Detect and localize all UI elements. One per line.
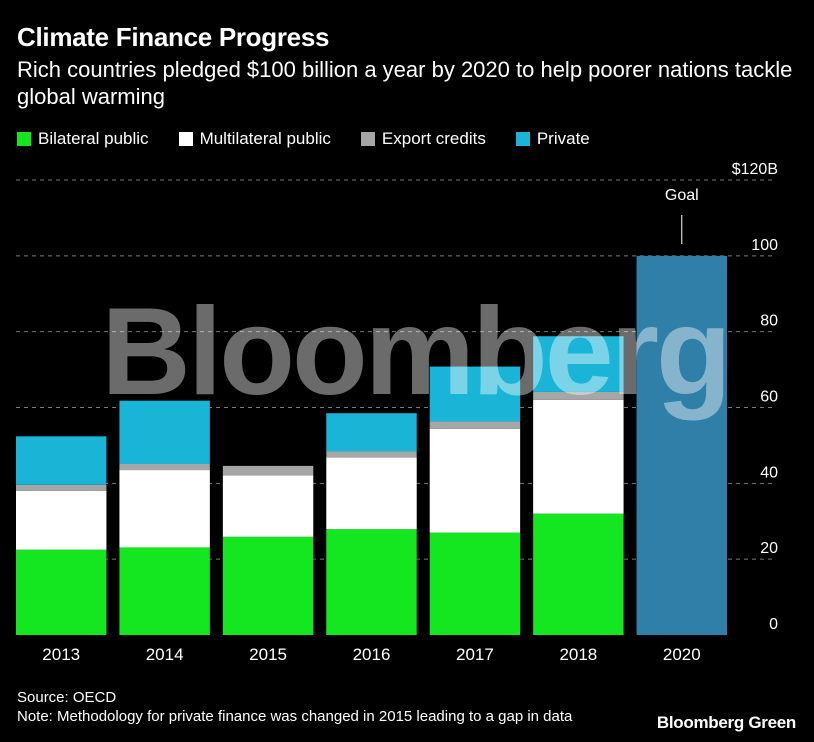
legend-label-bilateral: Bilateral public: [38, 129, 149, 148]
legend-swatch-export-credits: [360, 132, 375, 146]
bar-segment-private-2016: [326, 413, 417, 452]
x-tick-label: 2014: [146, 645, 184, 664]
bar-segment-private-2017: [429, 366, 521, 422]
x-tick-label: 2015: [249, 645, 287, 664]
legend: Bilateral public Multilateral public Exp…: [17, 129, 620, 149]
bar-segment-bilateral-public-2018: [533, 513, 624, 635]
footer-notes: Source: OECD Note: Methodology for priva…: [17, 688, 572, 726]
source-note: Source: OECD: [17, 689, 117, 706]
legend-item-private: Private: [515, 129, 590, 149]
bar-segment-export-credits-2014: [119, 463, 210, 471]
x-tick-label: 2020: [663, 645, 701, 664]
legend-label-export-credits: Export credits: [381, 129, 486, 148]
bar-segment-bilateral-public-2017: [429, 532, 521, 635]
x-tick-label: 2018: [559, 645, 597, 664]
legend-swatch-multilateral: [178, 132, 193, 146]
bar-segment-bilateral-public-2013: [16, 549, 107, 635]
bar-segment-export-credits-2013: [16, 484, 107, 491]
x-tick-label: 2016: [353, 645, 391, 664]
bar-segment-export-credits-2016: [326, 451, 417, 458]
legend-swatch-private: [515, 132, 530, 146]
bar-segment-bilateral-public-2014: [119, 547, 210, 635]
bar-segment-bilateral-public-2016: [326, 529, 417, 635]
y-tick-label: 20: [760, 540, 778, 557]
bar-segment-multilateral-public-2018: [533, 399, 624, 514]
bar-segment-export-credits-2018: [533, 391, 624, 400]
y-tick-label: 80: [760, 313, 778, 330]
bar-segment-private-2014: [119, 400, 210, 464]
x-tick-label: 2013: [42, 645, 80, 664]
legend-label-private: Private: [536, 129, 590, 148]
bar-segment-multilateral-public-2015: [222, 475, 314, 537]
y-tick-label: 100: [751, 237, 778, 254]
goal-bar-2020: [636, 255, 727, 636]
legend-label-multilateral: Multilateral public: [199, 129, 331, 148]
bar-segment-bilateral-public-2015: [222, 536, 314, 635]
bloomberg-watermark: Bloomberg: [101, 283, 728, 421]
bar-segment-export-credits-2017: [429, 421, 521, 429]
bar-segment-multilateral-public-2017: [429, 428, 521, 533]
bar-segment-multilateral-public-2013: [16, 490, 107, 550]
y-tick-label: 60: [760, 389, 778, 406]
y-tick-label: 0: [769, 616, 778, 633]
x-tick-label: 2017: [456, 645, 494, 664]
legend-item-export-credits: Export credits: [360, 129, 486, 149]
bar-segment-multilateral-public-2014: [119, 470, 210, 548]
legend-swatch-bilateral: [17, 132, 31, 146]
legend-item-multilateral: Multilateral public: [178, 129, 331, 149]
chart-title: Climate Finance Progress: [17, 22, 330, 52]
goal-annotation-label: Goal: [665, 187, 699, 204]
bar-segment-multilateral-public-2016: [326, 457, 417, 530]
chart-subtitle: Rich countries pledged $100 billion a ye…: [17, 57, 793, 109]
bar-segment-private-2013: [16, 436, 107, 485]
bloomberg-green-logo: Bloomberg Green: [656, 713, 796, 732]
methodology-note: Note: Methodology for private finance wa…: [17, 708, 573, 725]
y-tick-label: $120B: [732, 161, 778, 178]
bar-segment-export-credits-2015: [222, 465, 314, 476]
legend-item-bilateral: Bilateral public: [17, 129, 149, 149]
bar-segment-private-2018: [533, 336, 624, 392]
y-tick-label: 40: [760, 464, 778, 481]
